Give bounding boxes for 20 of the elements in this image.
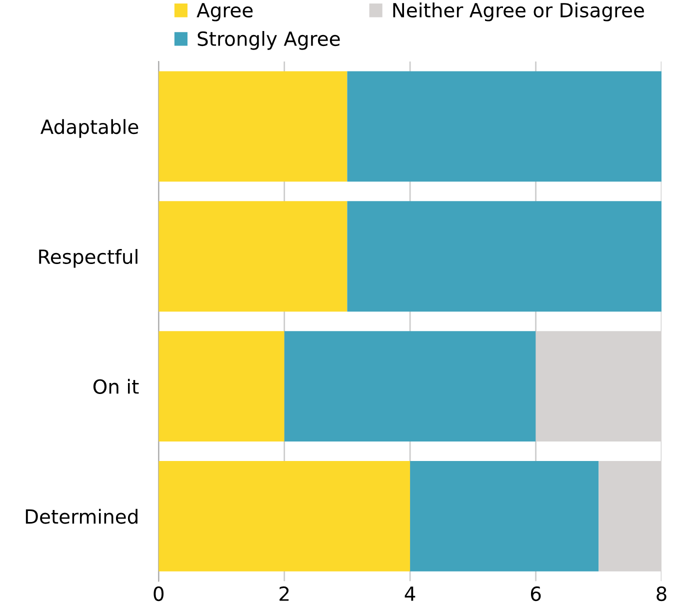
y-tick-label: Determined — [26, 508, 138, 524]
x-tick-label: 8 — [656, 586, 666, 602]
bar — [347, 71, 662, 182]
bar — [158, 201, 348, 312]
y-tick-label: On it — [93, 378, 139, 394]
bar — [347, 201, 662, 312]
bar — [158, 71, 348, 182]
bar — [410, 461, 599, 572]
bar — [158, 331, 284, 442]
legend-label: Agree — [196, 3, 253, 22]
y-tick-label: Adaptable — [40, 119, 138, 138]
bar — [158, 461, 410, 572]
legend-label: Strongly Agree — [198, 31, 340, 50]
bar — [284, 331, 536, 442]
legend-label: Neither Agree or Disagree — [393, 2, 644, 22]
y-tick-label: Respectful — [39, 248, 138, 268]
x-tick-label: 0 — [154, 586, 164, 602]
x-tick-label: 4 — [404, 586, 416, 601]
x-tick-label: 2 — [280, 586, 289, 601]
x-tick-label: 6 — [530, 586, 541, 602]
